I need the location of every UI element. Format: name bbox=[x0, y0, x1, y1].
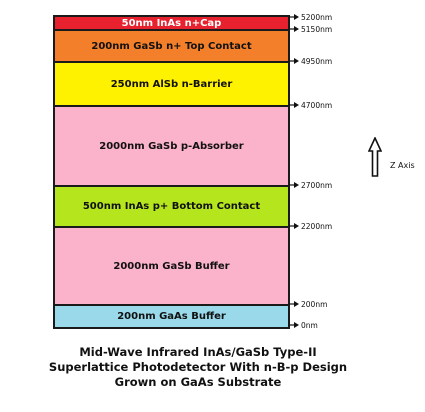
marker-label: 2700nm bbox=[301, 180, 333, 190]
marker-arrow-icon bbox=[289, 301, 299, 307]
layer-3: 250nm AlSb n-Barrier bbox=[53, 61, 290, 107]
layer-2: 200nm GaSb n+ Top Contact bbox=[53, 29, 290, 63]
depth-marker: 200nm bbox=[289, 299, 328, 309]
marker-label: 2200nm bbox=[301, 221, 333, 231]
marker-label: 4700nm bbox=[301, 100, 333, 110]
marker-label: 5200nm bbox=[301, 12, 333, 22]
caption-line-2: Superlattice Photodetector With n-B-p De… bbox=[48, 360, 348, 374]
marker-arrow-icon bbox=[289, 102, 299, 108]
marker-label: 5150nm bbox=[301, 24, 333, 34]
marker-arrow-icon bbox=[289, 182, 299, 188]
depth-marker: 2200nm bbox=[289, 221, 333, 231]
marker-arrow-icon bbox=[289, 223, 299, 229]
marker-arrow-icon bbox=[289, 26, 299, 32]
depth-marker: 5150nm bbox=[289, 24, 333, 34]
layer-6: 2000nm GaSb Buffer bbox=[53, 226, 290, 306]
layer-5: 500nm InAs p+ Bottom Contact bbox=[53, 185, 290, 228]
z-axis-arrow-icon bbox=[368, 137, 382, 177]
caption-line-3: Grown on GaAs Substrate bbox=[114, 375, 282, 389]
caption-line-1: Mid-Wave Infrared InAs/GaSb Type-II bbox=[79, 345, 317, 359]
layer-7: 200nm GaAs Buffer bbox=[53, 304, 290, 329]
depth-marker: 4950nm bbox=[289, 56, 333, 66]
marker-label: 4950nm bbox=[301, 56, 333, 66]
marker-label: 200nm bbox=[301, 299, 328, 309]
depth-marker: 2700nm bbox=[289, 180, 333, 190]
marker-label: 0nm bbox=[301, 320, 318, 330]
z-axis-label: Z Axis bbox=[390, 161, 415, 170]
depth-marker: 0nm bbox=[289, 320, 318, 330]
depth-marker: 5200nm bbox=[289, 12, 333, 22]
marker-arrow-icon bbox=[289, 14, 299, 20]
depth-marker: 4700nm bbox=[289, 100, 333, 110]
figure-caption: Mid-Wave Infrared InAs/GaSb Type-II Supe… bbox=[48, 345, 348, 390]
layer-4: 2000nm GaSb p-Absorber bbox=[53, 105, 290, 187]
marker-arrow-icon bbox=[289, 322, 299, 328]
marker-arrow-icon bbox=[289, 58, 299, 64]
